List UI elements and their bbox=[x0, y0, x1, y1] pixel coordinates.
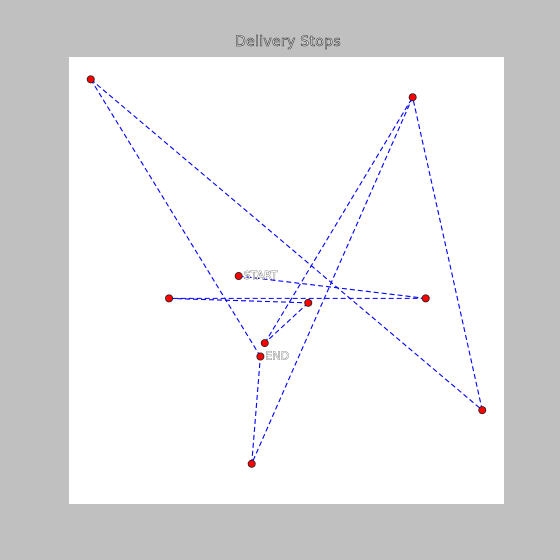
route-segment bbox=[251, 356, 261, 464]
route-segment bbox=[90, 79, 261, 357]
route-segment bbox=[238, 275, 426, 299]
route-segment bbox=[412, 97, 483, 411]
stop-labels: START END bbox=[243, 269, 289, 363]
route-segment bbox=[251, 97, 414, 464]
plot-area bbox=[69, 57, 504, 504]
route-lines bbox=[90, 78, 483, 464]
route-segment bbox=[169, 297, 309, 304]
route-segment bbox=[90, 78, 483, 411]
stop-markers bbox=[86, 75, 487, 468]
stop-marker bbox=[165, 294, 174, 303]
stop-marker bbox=[260, 339, 269, 348]
stop-marker bbox=[86, 75, 95, 84]
stop-marker bbox=[304, 298, 313, 307]
stop-label: START bbox=[244, 269, 278, 282]
stop-marker bbox=[408, 93, 417, 102]
route-segment bbox=[264, 302, 309, 344]
stop-marker bbox=[256, 352, 265, 361]
stop-marker bbox=[421, 294, 430, 303]
stop-label: END bbox=[265, 349, 289, 362]
plot-title: Delivery Stops bbox=[235, 34, 341, 51]
route-segment bbox=[264, 96, 414, 344]
stop-marker bbox=[478, 406, 487, 415]
stop-marker bbox=[234, 272, 243, 281]
stop-marker bbox=[247, 459, 256, 468]
